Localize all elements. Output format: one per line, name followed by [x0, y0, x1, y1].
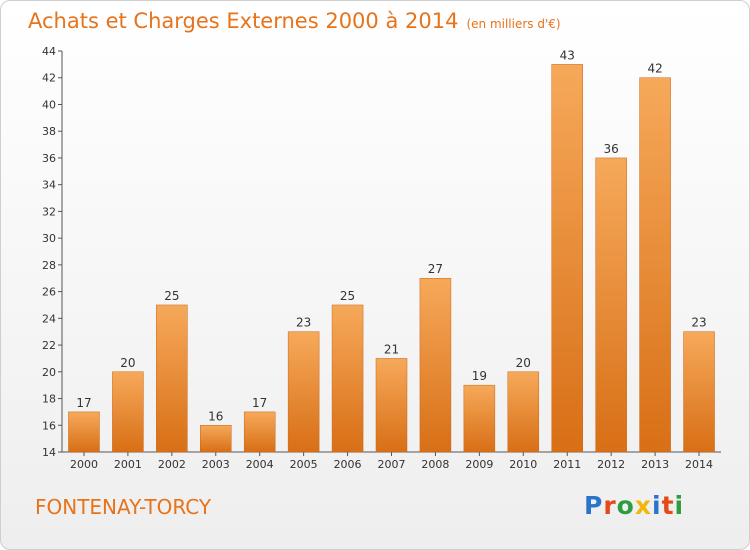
y-tick-label: 40: [42, 98, 56, 111]
bar-2001: [112, 371, 144, 453]
x-tick-label-2010: 2010: [509, 458, 537, 471]
x-tick-label-2009: 2009: [465, 458, 493, 471]
y-tick-label: 18: [42, 393, 56, 406]
x-tick-label-2013: 2013: [641, 458, 669, 471]
bar-2009: [463, 384, 496, 453]
bar-2011: [551, 64, 583, 453]
bar-2002: [156, 304, 188, 453]
x-tick-label-2000: 2000: [70, 458, 98, 471]
y-tick-label: 24: [42, 312, 56, 325]
logo-letter: t: [661, 491, 675, 520]
logo-letter: o: [616, 491, 635, 520]
x-tick-label-2008: 2008: [421, 458, 449, 471]
x-tick-label-2012: 2012: [597, 458, 625, 471]
y-tick-label: 36: [42, 152, 56, 165]
data-label-2011: 43: [560, 48, 575, 62]
bar-2010: [507, 371, 540, 453]
data-label-2004: 17: [252, 396, 267, 410]
x-tick-label-2002: 2002: [158, 458, 186, 471]
bar-2006: [331, 304, 364, 453]
chart-title: Achats et Charges Externes 2000 à 2014: [28, 9, 459, 33]
data-label-2014: 23: [691, 316, 706, 330]
data-label-2010: 20: [516, 356, 531, 370]
bar-2000: [68, 411, 100, 453]
logo-letter: x: [634, 491, 652, 520]
y-tick-label: 20: [42, 366, 56, 379]
bar-2004: [243, 411, 276, 453]
location-name: FONTENAY-TORCY: [35, 495, 212, 519]
x-tick-label-2007: 2007: [378, 458, 406, 471]
data-label-2002: 25: [164, 289, 179, 303]
y-tick-label: 32: [42, 205, 56, 218]
x-tick-label-2005: 2005: [290, 458, 318, 471]
logo-letter: i: [652, 491, 662, 520]
y-tick-label: 22: [42, 339, 56, 352]
data-label-2005: 23: [296, 316, 311, 330]
x-tick-label-2003: 2003: [202, 458, 230, 471]
data-label-2003: 16: [208, 409, 223, 423]
data-label-2001: 20: [120, 356, 135, 370]
bar-2013: [639, 77, 671, 453]
y-tick-label: 28: [42, 259, 56, 272]
logo-letter: i: [674, 491, 685, 520]
x-tick-label-2014: 2014: [685, 458, 713, 471]
data-label-2008: 27: [428, 262, 443, 276]
chart-subtitle: (en milliers d'€): [466, 17, 561, 31]
bar-2007: [375, 358, 408, 453]
y-tick-label: 14: [42, 446, 56, 459]
data-label-2000: 17: [76, 396, 91, 410]
logo-letter: r: [603, 491, 617, 520]
proxiti-logo: Proxiti: [584, 491, 684, 520]
data-label-2009: 19: [472, 369, 487, 383]
x-tick-label-2001: 2001: [114, 458, 142, 471]
y-tick-label: 26: [42, 286, 56, 299]
y-tick-label: 38: [42, 125, 56, 138]
y-tick-label: 16: [42, 419, 56, 432]
x-tick-label-2004: 2004: [246, 458, 274, 471]
logo-letter: P: [584, 491, 604, 520]
y-tick-label: 42: [42, 72, 56, 85]
y-tick-label: 34: [42, 179, 56, 192]
x-tick-label-2011: 2011: [553, 458, 581, 471]
bar-2014: [683, 331, 715, 453]
data-label-2006: 25: [340, 289, 355, 303]
bar-2005: [287, 331, 320, 453]
y-tick-label: 44: [42, 45, 56, 58]
x-tick-label-2006: 2006: [334, 458, 362, 471]
y-tick-label: 30: [42, 232, 56, 245]
bar-2012: [595, 157, 627, 453]
title-block: Achats et Charges Externes 2000 à 2014 (e…: [28, 9, 561, 33]
bar-2003: [200, 425, 232, 453]
data-label-2012: 36: [604, 142, 619, 156]
data-label-2013: 42: [647, 62, 662, 76]
data-label-2007: 21: [384, 342, 399, 356]
bar-2008: [419, 277, 452, 453]
